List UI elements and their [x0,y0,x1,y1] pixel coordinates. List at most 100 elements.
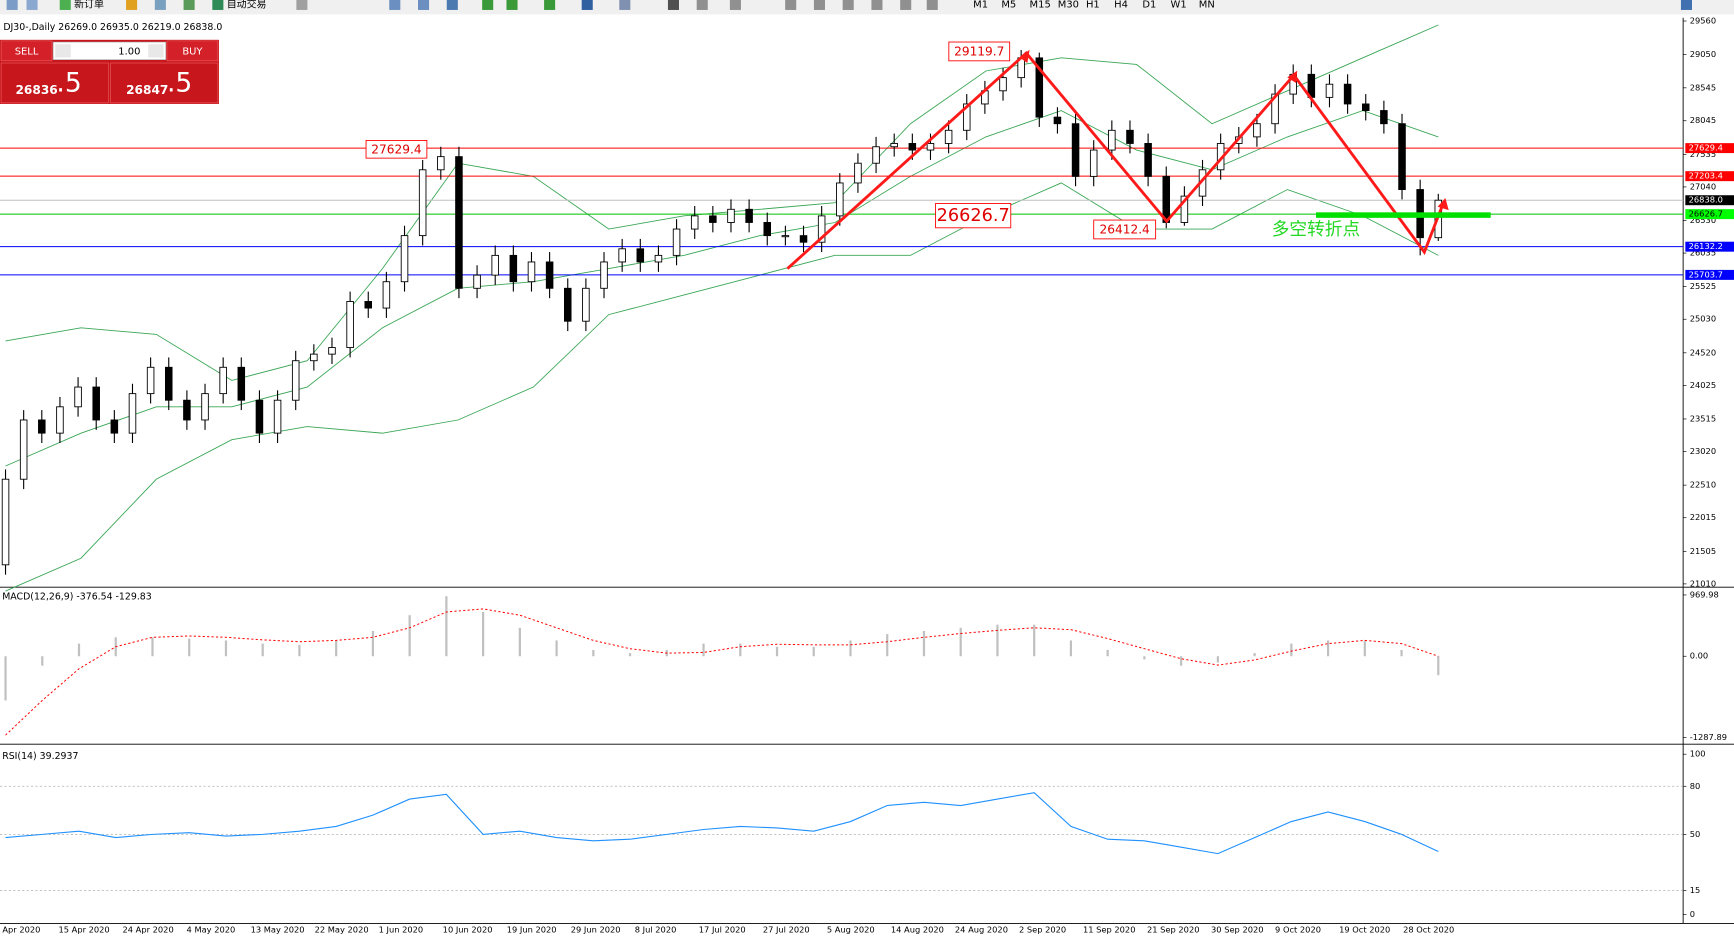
lot-down[interactable] [55,44,71,58]
candle-body [745,208,753,223]
arrow-head [1287,70,1298,83]
lot-input[interactable] [52,41,167,60]
sell-label[interactable]: SELL [15,46,39,57]
ask-frac: .5 [167,68,192,99]
icon[interactable] [126,0,138,10]
candle-body [400,235,409,283]
candle-body [310,353,318,362]
buy-label[interactable]: BUY [182,46,203,57]
x-tick-label: 19 Jun 2020 [507,925,557,935]
x-tick-label: 17 Jul 2020 [699,925,746,935]
icon[interactable] [813,0,825,10]
candle-body [1325,83,1334,98]
x-tick-label: 5 Aug 2020 [827,925,875,935]
sell-button[interactable] [0,40,53,62]
level-label: 26132.2 [1689,241,1723,251]
timeframe[interactable]: W1 [1171,0,1187,10]
icon[interactable] [482,0,494,10]
buy-button[interactable] [166,40,219,62]
icon[interactable] [667,0,680,10]
new-order[interactable]: 新订单 [74,0,104,10]
icon[interactable] [696,0,708,10]
icon[interactable] [389,0,401,10]
macd-bar [4,656,7,701]
timeframe[interactable]: H1 [1086,0,1100,10]
icon[interactable] [871,0,883,10]
icon[interactable] [581,0,593,10]
price-panel: 29560 29050 28545 28045 27535 27040 26530 26035… [0,16,1734,935]
x-tick-label: 27 Jul 2020 [763,925,810,935]
timeframe[interactable]: M5 [1001,0,1016,10]
macd-bar [188,638,191,657]
candle-body [1089,149,1098,177]
icon[interactable] [446,0,458,10]
candle-body [1053,116,1062,125]
y-tick-label: 28545 [1690,82,1716,92]
sell-price-box[interactable] [0,62,109,104]
timeframe[interactable]: M30 [1058,0,1079,10]
icon[interactable] [154,0,166,10]
icon[interactable] [785,0,797,10]
icon[interactable] [418,0,430,10]
icon[interactable] [842,0,854,10]
icon[interactable] [900,0,912,10]
icon[interactable] [212,0,224,10]
icon[interactable] [296,0,308,10]
icon[interactable] [544,0,556,10]
buy-price-box[interactable] [110,62,219,104]
candle-body [654,254,663,263]
icon[interactable] [729,0,741,10]
candle-body [563,287,572,322]
candle-body [110,419,119,434]
auto-trading[interactable]: 自动交易 [227,0,267,10]
level-box [1685,269,1734,280]
macd-title: MACD(12,26,9) -376.54 -129.83 [2,592,152,603]
icon[interactable] [6,0,18,10]
candle-body [219,366,227,395]
icon[interactable] [59,0,71,10]
candle-body [1108,129,1116,151]
annotation: 26626.7 [937,206,1010,226]
timeframe[interactable]: D1 [1142,0,1156,10]
lot-value[interactable]: 1.00 [118,46,140,57]
x-tick-label: 9 Oct 2020 [1275,925,1321,935]
y-tick-label: 80 [1690,781,1701,791]
x-tick-label: 11 Sep 2020 [1083,925,1136,935]
macd-bar [1106,649,1109,657]
macd-bar [1437,656,1440,676]
timeframe[interactable]: M1 [973,0,988,10]
icon[interactable] [26,0,38,10]
icon[interactable] [926,0,938,10]
annotation: 26412.4 [1100,223,1151,237]
y-tick-label: 27040 [1690,181,1716,191]
level-label: 26626.7 [1689,209,1723,219]
macd-bar [335,640,338,657]
x-tick-label: 6 Apr 2020 [0,925,40,935]
lot-up[interactable] [148,44,164,58]
y-tick-label: 26530 [1690,215,1716,225]
level-box [1685,195,1734,206]
macd-bar [77,643,81,657]
candle-body [582,287,590,322]
icon[interactable] [183,0,195,10]
candle-body [799,235,808,243]
candle-body [636,248,645,263]
candle-body [1343,83,1352,105]
icon[interactable] [1680,0,1692,10]
icon[interactable] [506,0,518,10]
candle-body [1271,93,1279,125]
timeframe[interactable]: M15 [1030,0,1051,10]
candle-body [201,393,209,421]
candle-body [291,360,300,401]
macd-bar [408,615,411,657]
turning-bar [1315,212,1491,218]
x-tick-label: 10 Jun 2020 [443,925,493,935]
timeframe[interactable]: H4 [1114,0,1128,10]
icon[interactable] [619,0,631,10]
macd-bar [628,653,632,657]
x-tick-label: 28 Oct 2020 [1403,925,1454,935]
candle-body [164,366,173,401]
x-tick-label: 29 Jun 2020 [571,925,621,935]
timeframe[interactable]: MN [1199,0,1215,10]
y-tick-label: 969.98 [1690,589,1719,599]
